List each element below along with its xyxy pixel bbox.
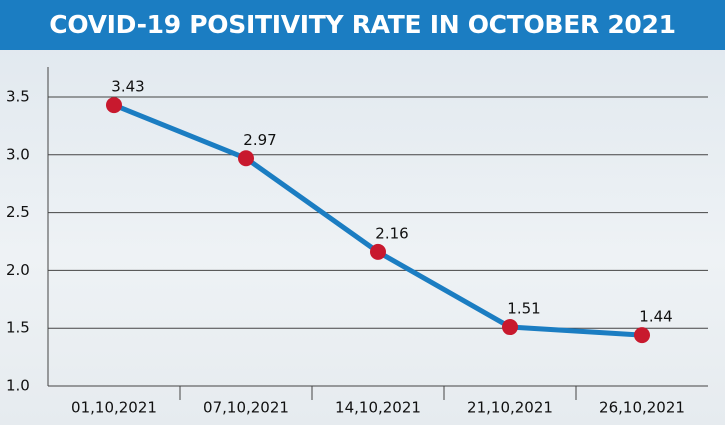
x-tick-label: 21,10,2021 [467,399,553,417]
y-tick-label: 2.0 [6,261,30,279]
x-tick-label: 14,10,2021 [335,399,421,417]
y-tick-label: 2.5 [6,203,30,221]
marker [238,150,254,167]
x-tick-label: 01,10,2021 [71,399,157,417]
x-tick-label: 07,10,2021 [203,399,289,417]
marker [370,243,386,260]
marker [634,327,650,344]
data-label: 2.16 [375,224,408,242]
data-label: 1.51 [507,300,540,318]
marker [502,319,518,336]
chart-title: COVID-19 POSITIVITY RATE IN OCTOBER 2021 [0,0,725,50]
y-tick-label: 1.0 [6,377,30,395]
y-tick-label: 3.5 [6,88,30,106]
data-label: 3.43 [111,78,144,96]
marker [106,97,122,114]
y-tick-label: 3.0 [6,145,30,163]
y-tick-label: 1.5 [6,319,30,337]
data-label: 1.44 [639,308,672,326]
line [113,102,643,338]
data-label: 2.97 [243,131,276,149]
x-tick-label: 26,10,2021 [599,399,685,417]
